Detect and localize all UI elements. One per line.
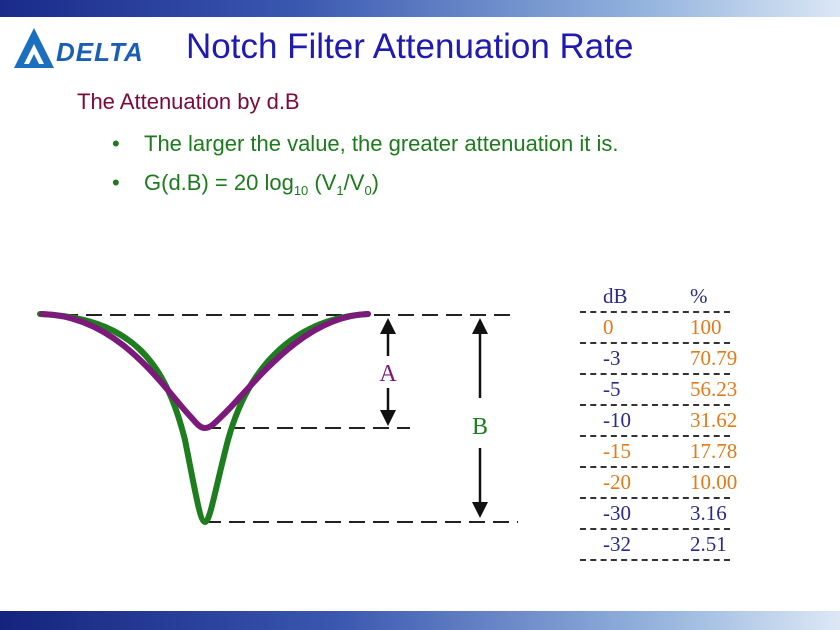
bullet-item-2: • G(d.B) = 20 log10 (V1/V0) <box>112 170 379 198</box>
table-cell-db: -3 <box>603 346 621 370</box>
table-row: -10 31.62 <box>580 406 737 437</box>
table-header-row: dB % <box>580 282 730 313</box>
table-cell-db: -10 <box>603 408 631 432</box>
label-b: B <box>472 414 488 440</box>
table-row: -5 56.23 <box>580 375 737 406</box>
table-row: 0 100 <box>580 313 730 344</box>
table-cell-percent: 31.62 <box>690 408 738 432</box>
formula-mid: (V <box>308 170 337 195</box>
page-title: Notch Filter Attenuation Rate <box>186 27 634 66</box>
bullet-text-1: The larger the value, the greater attenu… <box>144 131 619 156</box>
bullet-dot-icon: • <box>112 170 120 195</box>
notch-diagram: A B <box>37 311 518 526</box>
table-row: -20 10.00 <box>580 468 737 499</box>
bullet-dot-icon: • <box>112 131 120 156</box>
table-cell-db: -20 <box>603 470 631 494</box>
table-cell-percent: 17.78 <box>690 439 738 463</box>
delta-logo <box>14 28 54 68</box>
table-cell-percent: 100 <box>690 315 722 339</box>
section-heading: The Attenuation by d.B <box>77 89 300 114</box>
formula-v0-sub: 0 <box>364 183 372 198</box>
bottom-banner-bar <box>0 611 840 630</box>
curve-a <box>39 311 371 432</box>
table-cell-db: 0 <box>603 315 614 339</box>
attenuation-table: dB % 0 100 -3 70.79 -5 56.23 -10 31.62 -15 17… <box>580 282 750 561</box>
formula: G(d.B) = 20 log10 (V1/V0) <box>144 170 379 198</box>
table-cell-percent: 70.79 <box>690 346 738 370</box>
table-row: -3 70.79 <box>580 344 737 375</box>
table-cell-db: -15 <box>603 439 631 463</box>
table-header-percent: % <box>690 284 708 308</box>
table-cell-percent: 2.51 <box>690 532 727 556</box>
top-banner-bar <box>0 0 840 17</box>
formula-prefix: G(d.B) = 20 log <box>144 170 294 195</box>
table-cell-percent: 3.16 <box>690 501 727 525</box>
curve-b <box>37 311 371 526</box>
table-cell-db: -5 <box>603 377 621 401</box>
table-header-db: dB <box>603 284 628 308</box>
formula-suffix: ) <box>371 170 379 195</box>
formula-slash: /V <box>343 170 365 195</box>
arrow-a <box>380 318 396 426</box>
formula-v1-sub: 1 <box>336 183 344 198</box>
formula-log-base: 10 <box>293 183 309 198</box>
table-row: -30 3.16 <box>580 499 730 530</box>
table-cell-percent: 56.23 <box>690 377 738 401</box>
table-cell-percent: 10.00 <box>690 470 738 494</box>
table-cell-db: -30 <box>603 501 631 525</box>
logo-text: DELTA <box>56 37 144 67</box>
table-row: -15 17.78 <box>580 437 737 468</box>
bullet-item-1: • The larger the value, the greater atten… <box>112 131 619 157</box>
table-cell-db: -32 <box>603 532 631 556</box>
table-row: -32 2.51 <box>580 530 730 561</box>
arrow-b <box>472 318 488 518</box>
label-a: A <box>379 361 397 387</box>
